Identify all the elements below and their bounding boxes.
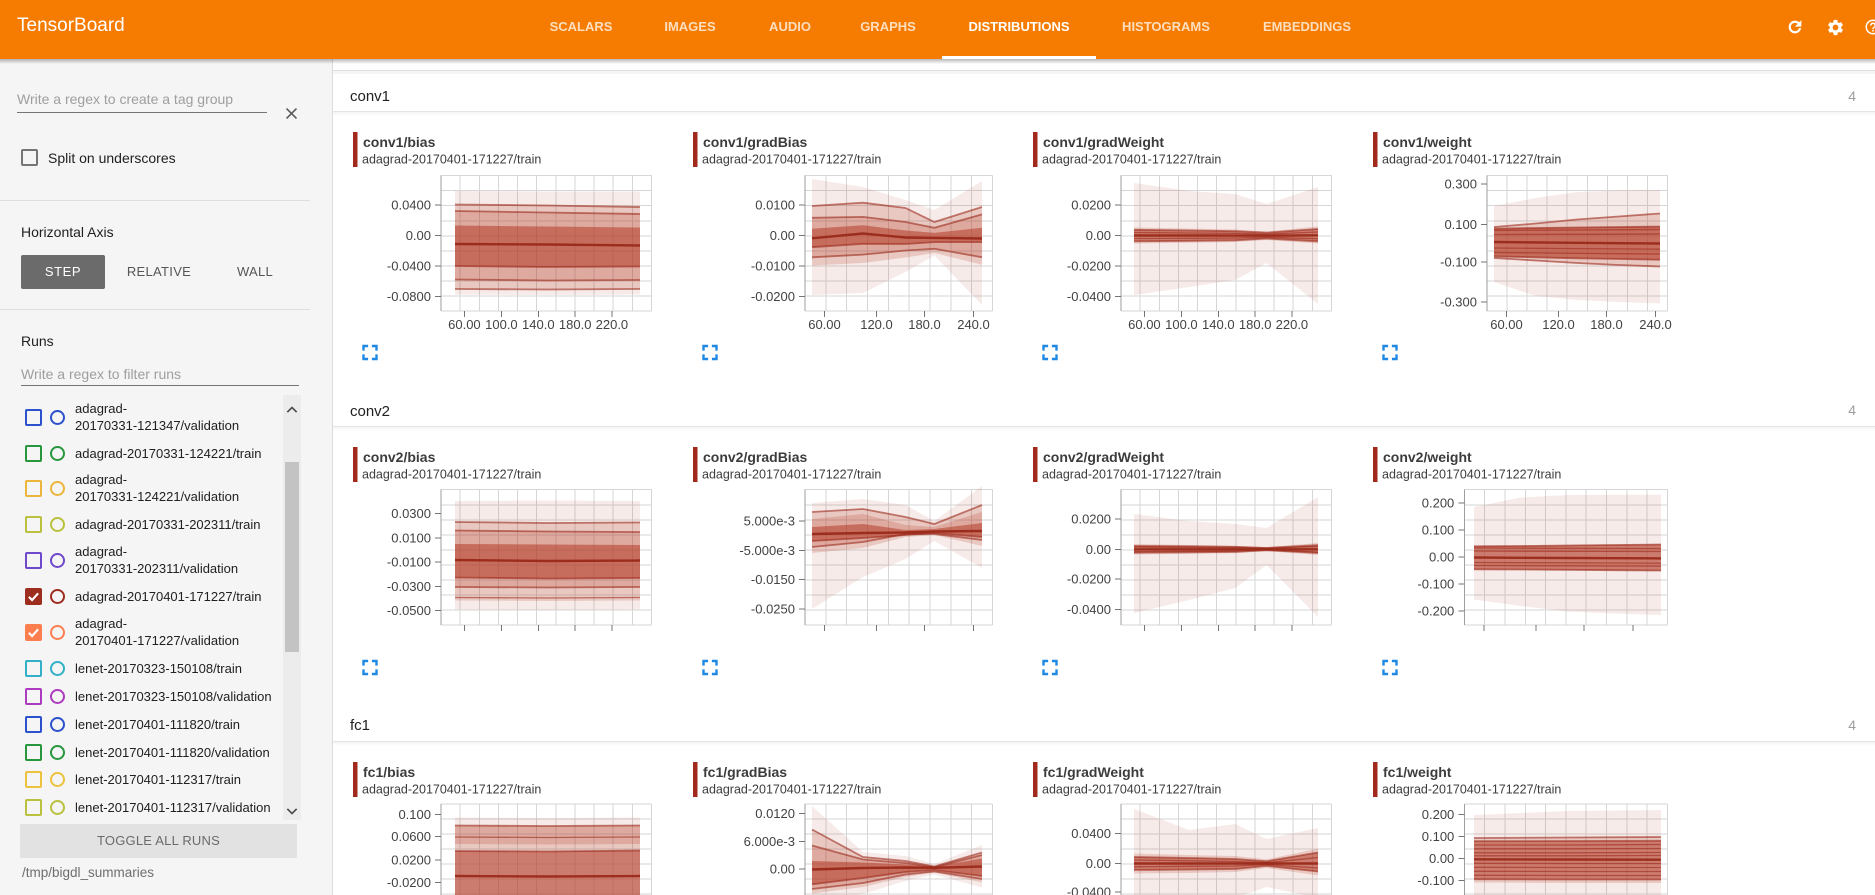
- svg-text:140.0: 140.0: [1202, 317, 1235, 332]
- svg-text:adagrad-20170401-171227/train: adagrad-20170401-171227/train: [1382, 468, 1561, 482]
- svg-text:fc1/bias: fc1/bias: [363, 764, 415, 780]
- svg-text:0.0100: 0.0100: [391, 530, 431, 545]
- svg-text:240.0: 240.0: [957, 317, 990, 332]
- svg-text:5.000e-3: 5.000e-3: [744, 514, 795, 529]
- svg-text:adagrad-20170401-171227/train: adagrad-20170401-171227/train: [1042, 468, 1221, 482]
- svg-text:fc1/gradWeight: fc1/gradWeight: [1043, 764, 1144, 780]
- svg-text:60.00: 60.00: [1128, 317, 1161, 332]
- svg-text:-0.0800: -0.0800: [387, 289, 431, 304]
- svg-text:-0.0400: -0.0400: [1067, 885, 1111, 895]
- svg-text:60.00: 60.00: [808, 317, 841, 332]
- svg-text:adagrad-20170401-171227/train: adagrad-20170401-171227/train: [702, 153, 881, 167]
- svg-text:-0.300: -0.300: [1440, 295, 1477, 310]
- svg-text:0.0100: 0.0100: [755, 198, 795, 213]
- svg-text:-0.0200: -0.0200: [1067, 572, 1111, 587]
- svg-text:100.0: 100.0: [1165, 317, 1198, 332]
- svg-text:-0.100: -0.100: [1417, 873, 1454, 888]
- svg-text:0.0200: 0.0200: [1071, 198, 1111, 213]
- svg-text:180.0: 180.0: [908, 317, 941, 332]
- svg-text:-0.0300: -0.0300: [387, 579, 431, 594]
- svg-text:0.300: 0.300: [1444, 177, 1477, 192]
- svg-text:240.0: 240.0: [1639, 317, 1672, 332]
- svg-text:conv2/gradBias: conv2/gradBias: [703, 449, 807, 465]
- svg-text:0.100: 0.100: [1422, 829, 1455, 844]
- svg-text:-0.0200: -0.0200: [387, 875, 431, 890]
- svg-text:-0.0400: -0.0400: [1067, 602, 1111, 617]
- svg-text:fc1/gradBias: fc1/gradBias: [703, 764, 787, 780]
- svg-text:0.00: 0.00: [770, 228, 795, 243]
- svg-text:-0.0150: -0.0150: [751, 572, 795, 587]
- svg-text:adagrad-20170401-171227/train: adagrad-20170401-171227/train: [1382, 783, 1561, 797]
- svg-text:0.0200: 0.0200: [1071, 512, 1111, 527]
- svg-text:-0.0100: -0.0100: [751, 259, 795, 274]
- svg-text:60.00: 60.00: [1490, 317, 1523, 332]
- svg-text:120.0: 120.0: [860, 317, 893, 332]
- svg-text:0.100: 0.100: [398, 807, 431, 822]
- svg-text:0.100: 0.100: [1444, 217, 1477, 232]
- svg-text:adagrad-20170401-171227/train: adagrad-20170401-171227/train: [1042, 153, 1221, 167]
- svg-text:100.0: 100.0: [485, 317, 518, 332]
- svg-text:140.0: 140.0: [522, 317, 555, 332]
- svg-text:-0.0500: -0.0500: [387, 603, 431, 618]
- svg-text:180.0: 180.0: [559, 317, 592, 332]
- svg-text:0.0200: 0.0200: [391, 853, 431, 868]
- svg-text:180.0: 180.0: [1590, 317, 1623, 332]
- svg-text:0.0400: 0.0400: [1071, 826, 1111, 841]
- svg-text:-0.0200: -0.0200: [751, 289, 795, 304]
- svg-text:0.0300: 0.0300: [391, 506, 431, 521]
- svg-text:0.0400: 0.0400: [391, 198, 431, 213]
- svg-text:conv2/bias: conv2/bias: [363, 449, 436, 465]
- svg-text:60.00: 60.00: [448, 317, 481, 332]
- svg-text:adagrad-20170401-171227/train: adagrad-20170401-171227/train: [362, 153, 541, 167]
- svg-text:0.00: 0.00: [1086, 542, 1111, 557]
- svg-text:conv1/gradBias: conv1/gradBias: [703, 134, 807, 150]
- svg-text:-0.200: -0.200: [1417, 604, 1454, 619]
- svg-text:0.0120: 0.0120: [755, 806, 795, 821]
- svg-text:220.0: 220.0: [596, 317, 629, 332]
- svg-text:adagrad-20170401-171227/train: adagrad-20170401-171227/train: [1042, 783, 1221, 797]
- svg-text:0.200: 0.200: [1422, 496, 1455, 511]
- svg-text:-0.0200: -0.0200: [1067, 259, 1111, 274]
- svg-text:0.0600: 0.0600: [391, 829, 431, 844]
- svg-text:0.00: 0.00: [1086, 228, 1111, 243]
- svg-text:conv2/weight: conv2/weight: [1383, 449, 1472, 465]
- svg-text:fc1/weight: fc1/weight: [1383, 764, 1452, 780]
- svg-text:220.0: 220.0: [1276, 317, 1309, 332]
- svg-text:-0.0400: -0.0400: [387, 259, 431, 274]
- svg-text:conv1/gradWeight: conv1/gradWeight: [1043, 134, 1164, 150]
- svg-text:0.00: 0.00: [406, 228, 431, 243]
- svg-text:conv1/weight: conv1/weight: [1383, 134, 1472, 150]
- svg-text:0.200: 0.200: [1422, 807, 1455, 822]
- svg-text:adagrad-20170401-171227/train: adagrad-20170401-171227/train: [362, 468, 541, 482]
- svg-text:-5.000e-3: -5.000e-3: [739, 543, 795, 558]
- svg-text:conv2/gradWeight: conv2/gradWeight: [1043, 449, 1164, 465]
- svg-text:-0.0250: -0.0250: [751, 602, 795, 617]
- svg-text:adagrad-20170401-171227/train: adagrad-20170401-171227/train: [1382, 153, 1561, 167]
- svg-text:0.00: 0.00: [1429, 851, 1454, 866]
- svg-text:-0.100: -0.100: [1440, 254, 1477, 269]
- svg-text:adagrad-20170401-171227/train: adagrad-20170401-171227/train: [702, 468, 881, 482]
- svg-text:0.00: 0.00: [1086, 856, 1111, 871]
- svg-text:0.00: 0.00: [1429, 550, 1454, 565]
- svg-text:-0.100: -0.100: [1417, 577, 1454, 592]
- svg-text:conv1/bias: conv1/bias: [363, 134, 436, 150]
- svg-text:120.0: 120.0: [1542, 317, 1575, 332]
- svg-text:0.100: 0.100: [1422, 523, 1455, 538]
- svg-text:adagrad-20170401-171227/train: adagrad-20170401-171227/train: [702, 783, 881, 797]
- svg-text:-0.0100: -0.0100: [387, 555, 431, 570]
- svg-text:0.00: 0.00: [770, 862, 795, 877]
- svg-text:-0.0400: -0.0400: [1067, 289, 1111, 304]
- svg-text:6.000e-3: 6.000e-3: [744, 834, 795, 849]
- svg-text:adagrad-20170401-171227/train: adagrad-20170401-171227/train: [362, 783, 541, 797]
- svg-text:180.0: 180.0: [1239, 317, 1272, 332]
